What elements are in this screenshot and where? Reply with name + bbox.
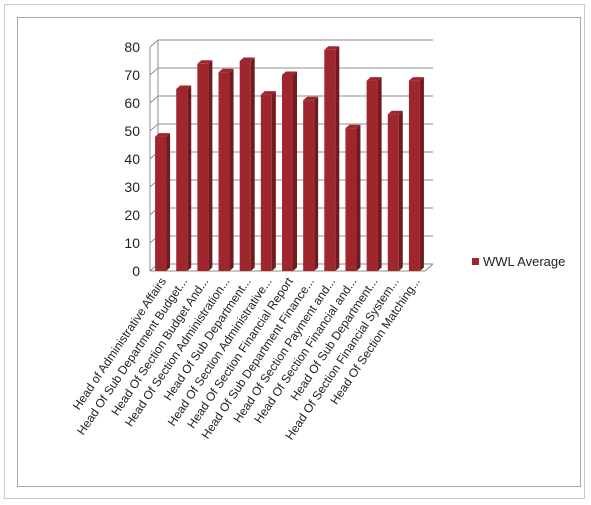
bar-side (293, 71, 297, 271)
y-tick-label: 80 (124, 39, 140, 55)
bar (324, 49, 336, 271)
bar (366, 80, 378, 271)
bar-top (155, 133, 171, 137)
bar-top (282, 71, 297, 75)
legend: WWL Average (472, 254, 565, 269)
y-tick-label: 20 (124, 207, 140, 223)
bar-side (419, 77, 424, 271)
y-tick-label: 40 (124, 151, 140, 167)
bar-top (218, 68, 234, 73)
bar-top (303, 96, 319, 101)
bar-side (398, 110, 403, 271)
bar (387, 114, 399, 271)
floor-edge (424, 263, 434, 272)
legend-label: WWL Average (483, 254, 566, 269)
y-tick-label: 30 (124, 179, 140, 195)
y-tick-label: 50 (124, 123, 140, 139)
bar-top (176, 85, 192, 89)
bar (218, 72, 230, 271)
gridline (149, 39, 433, 48)
bar (408, 80, 420, 271)
bar-side (335, 46, 340, 271)
bar-side (208, 60, 213, 271)
bar-top (387, 110, 403, 115)
y-tick-label: 60 (124, 95, 140, 111)
bar (282, 75, 293, 271)
bar-top (239, 57, 255, 61)
bar (345, 128, 357, 271)
y-tick-label: 10 (124, 235, 140, 251)
bar (176, 89, 188, 271)
bar-side (250, 57, 255, 271)
bar-top (366, 77, 382, 81)
bar-top (197, 60, 213, 64)
bar-side (166, 133, 171, 271)
bar-top (324, 46, 340, 50)
bar-side (356, 124, 361, 271)
bar-top (260, 91, 276, 95)
bar-top (408, 77, 424, 81)
bar (303, 100, 315, 271)
bar-side (187, 85, 192, 271)
legend-swatch (472, 258, 479, 265)
bar-side (314, 96, 319, 271)
y-tick-label: 70 (124, 67, 140, 83)
chart-area (17, 17, 581, 487)
bar (197, 63, 209, 271)
y-tick-label: 0 (132, 263, 140, 279)
bar (239, 61, 251, 271)
bar-side (229, 68, 234, 271)
bar-side (271, 91, 276, 271)
bar-top (345, 124, 361, 129)
bar (260, 94, 272, 271)
bar (155, 136, 167, 271)
bar-side (377, 77, 382, 271)
